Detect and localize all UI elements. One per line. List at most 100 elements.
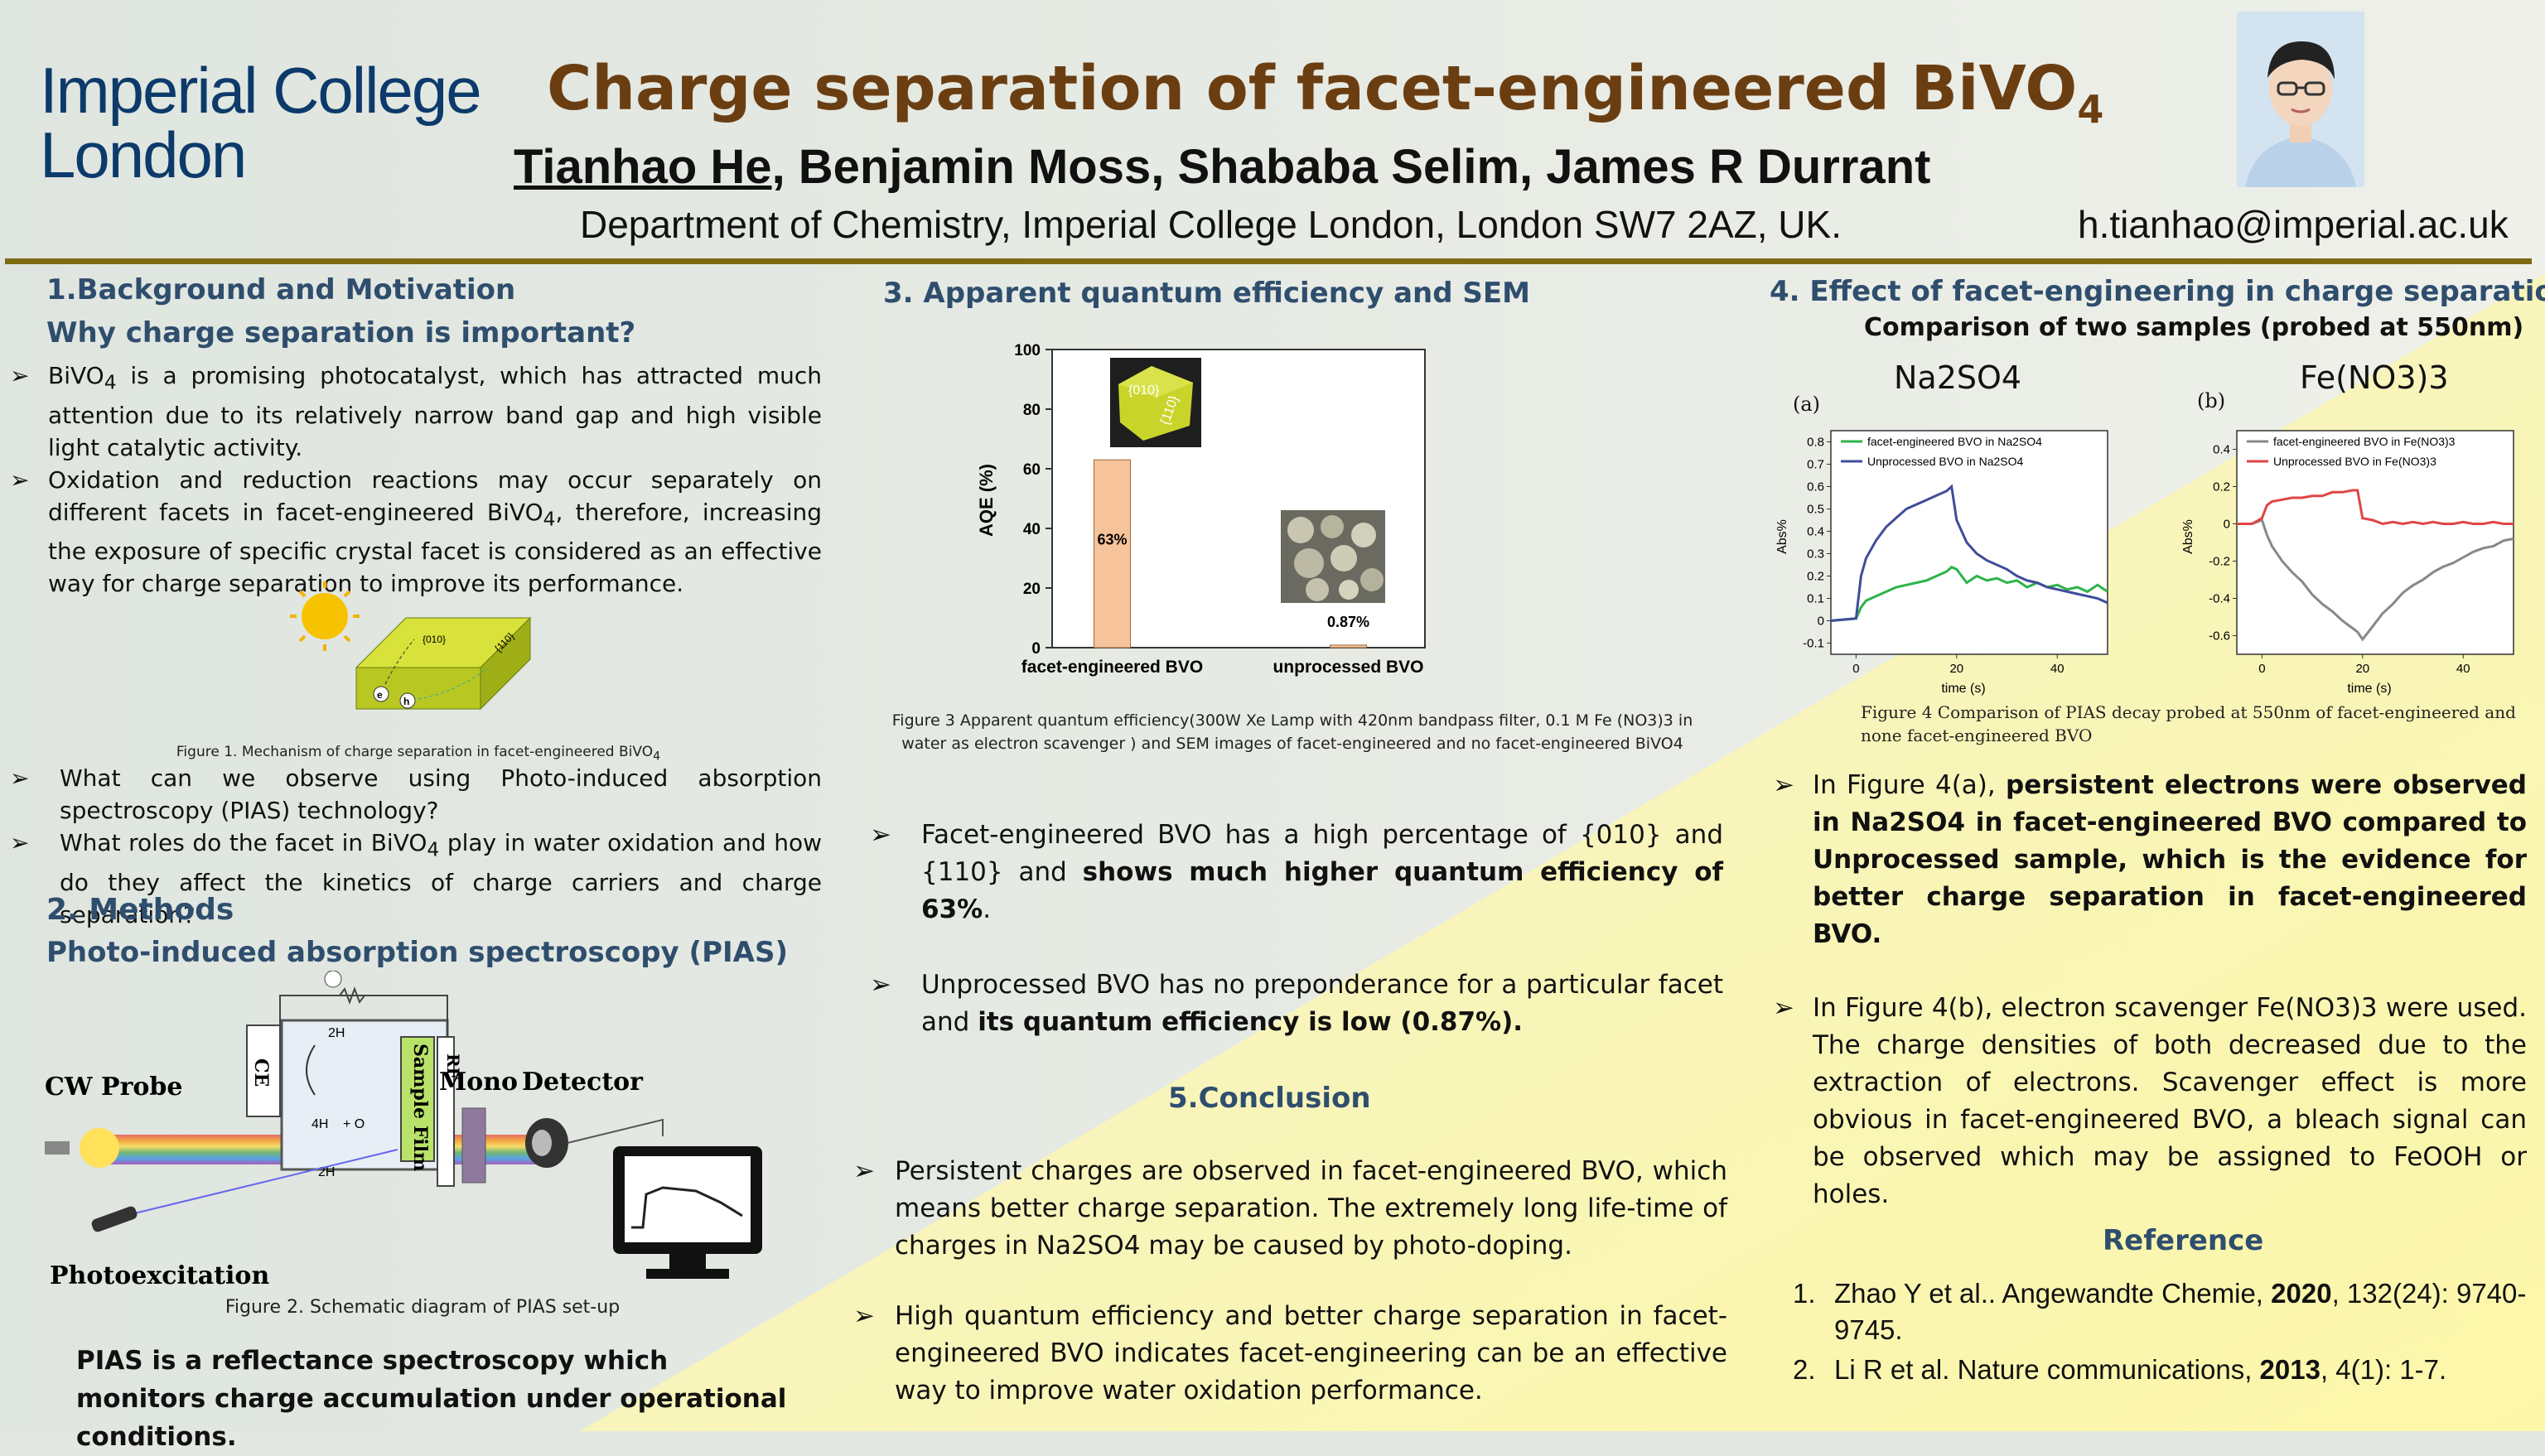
fig1-electron: e (377, 689, 383, 701)
aqe-ytick-label: 20 (1023, 581, 1041, 598)
b1-sub: 4 (104, 370, 117, 394)
pias-chart-a: 0.8 0.7 0.6 0.5 0.4 0.3 0.2 0.1 0 -0.1 0 20 40 facet-… (1775, 430, 2108, 696)
first-author: Tianhao He (514, 140, 772, 194)
q2-post: play in water oxidation and how do they … (60, 829, 822, 928)
sec2-subheading: Photo-induced absorption spectroscopy (P… (46, 936, 788, 969)
xtick-label: 40 (2050, 662, 2064, 676)
aqe-bar (1094, 459, 1131, 648)
aqe-ytick-label: 60 (1023, 461, 1041, 479)
label-sample-film: Sample Film (409, 1044, 431, 1171)
label-re: RE (443, 1053, 463, 1080)
figure-4-caption: Figure 4 Comparison of PIAS decay probed… (1861, 702, 2516, 745)
authors: Tianhao He, Benjamin Moss, Shababa Selim… (514, 139, 1930, 195)
email[interactable]: h.tianhao@imperial.ac.uk (2078, 203, 2509, 246)
legend-label: Unprocessed BVO in Fe(NO3)3 (2273, 455, 2436, 468)
panel-a-label: (a) (1793, 393, 1821, 416)
sec1-subheading: Why charge separation is important? (46, 316, 636, 350)
ytick-label: 0 (2224, 518, 2230, 532)
sem-010: {010} (1128, 383, 1160, 398)
sun-icon (290, 581, 360, 651)
ref2-pre: Li R et al. Nature communications, (1834, 1354, 2260, 1385)
reference-1: 1. Zhao Y et al.. Angewandte Chemie, 2020… (1793, 1278, 2527, 1345)
aqe-ytick-label: 40 (1023, 521, 1041, 538)
aqe-ytick-label: 80 (1023, 402, 1041, 419)
label-o2: + O (343, 1117, 365, 1131)
label-2h2o: 2H (318, 1165, 335, 1179)
sec3-b1-post: . (983, 894, 992, 924)
label-photoexcitation: Photoexcitation (50, 1261, 269, 1290)
fig1-caption-text: Figure 1. Mechanism of charge separation… (176, 744, 654, 760)
sec4-bullets: In Figure 4(a), persistent electrons wer… (1773, 767, 2527, 1213)
aqe-data-label: 0.87% (1327, 614, 1369, 630)
b2-pre: Oxidation and reduction reactions may oc… (48, 465, 822, 526)
aqe-ytick-label: 100 (1014, 342, 1041, 359)
sem-image-unprocessed (1281, 510, 1385, 603)
title-text: Charge separation of facet-engineered Bi… (547, 53, 2078, 124)
pias-chart-b: 0.4 0.2 0 -0.2 -0.4 -0.6 0 20 40 facet-engineered… (2181, 430, 2514, 696)
sec5-bullet-1: Persistent charges are observed in facet… (853, 1153, 1727, 1265)
sec2-summary: PIAS is a reflectance spectroscopy which… (76, 1346, 787, 1452)
ytick-label: 0.3 (1807, 547, 1824, 562)
ytick-label: 0.2 (2213, 480, 2230, 494)
sec1-question-1: What can we observe using Photo-induced … (10, 762, 822, 827)
sec4-bullet-1: In Figure 4(a), persistent electrons wer… (1773, 767, 2527, 953)
ytick-label: 0.7 (1807, 458, 1824, 472)
label-cw-probe: CW Probe (45, 1073, 182, 1102)
fig1-010: {010} (423, 634, 446, 645)
sec4-heading: 4. Effect of facet-engineering in charge… (1770, 275, 2545, 308)
figure-1-caption: Figure 1. Mechanism of charge separation… (99, 744, 737, 763)
sem-image-facet: {010} {110} (1110, 358, 1201, 447)
label-4h: 4H (311, 1117, 328, 1131)
sec1-question-2: What roles do the facet in BiVO4 play in… (10, 827, 822, 931)
fig1-hole: h (403, 696, 409, 707)
ytick-label: 0.2 (1807, 570, 1824, 584)
sec3-b2-pre: Unprocessed BVO has no preponderance for… (921, 970, 1723, 1037)
ref1-post: , 132(24): 9740-9745. (1834, 1278, 2527, 1345)
sec1-bullets: BiVO4 is a promising photocatalyst, whic… (10, 359, 822, 600)
ytick-label: 0.5 (1807, 503, 1824, 517)
figure-1-mechanism: {010} {110} e h (290, 581, 532, 711)
imperial-logo: Imperial College London (40, 58, 482, 191)
sec4-subheading: Comparison of two samples (probed at 550… (1864, 313, 2524, 342)
sec5-bullets: Persistent charges are observed in facet… (853, 1153, 1727, 1410)
ytick-label: 0.1 (1807, 592, 1824, 606)
ytick-label: 0.4 (1807, 525, 1824, 539)
sec1-heading: 1.Background and Motivation (46, 273, 516, 306)
ref1-year: 2020 (2271, 1278, 2332, 1309)
panel-a-title: Na2SO4 (1894, 359, 2022, 396)
sec3-bullet-2: Unprocessed BVO has no preponderance for… (870, 967, 1723, 1041)
department: Department of Chemistry, Imperial Colleg… (580, 203, 1842, 246)
b2-post: , therefore, increasing the exposure of … (48, 498, 823, 598)
reference-list: 1. Zhao Y et al.. Angewandte Chemie, 2020… (1793, 1275, 2530, 1388)
other-authors: , Benjamin Moss, Shababa Selim, James R … (771, 140, 1931, 194)
sec5-heading: 5.Conclusion (1168, 1082, 1371, 1115)
b1-post: is a promising photocatalyst, which has … (48, 362, 822, 461)
xtick-label: 0 (1852, 662, 1859, 676)
ref1-pre: Zhao Y et al.. Angewandte Chemie, (1834, 1278, 2272, 1309)
ytick-label: -0.2 (2209, 555, 2230, 569)
sec3-heading: 3. Apparent quantum efficiency and SEM (883, 277, 1530, 310)
ytick-label: 0.6 (1807, 480, 1824, 494)
title-subscript: 4 (2077, 86, 2104, 132)
ytick-label: -0.1 (1803, 637, 1824, 651)
detector-icon (525, 1118, 568, 1168)
laser-icon (91, 1206, 138, 1232)
aqe-chart: 0 20 40 60 80 100 AQE (%) 63% facet-engineered… (976, 342, 1426, 677)
ytick-label: -0.6 (2209, 629, 2230, 644)
ytick-label: 0.8 (1807, 436, 1824, 450)
b2-sub: 4 (543, 507, 556, 531)
sec3-bullets: Facet-engineered BVO has a high percenta… (870, 817, 1723, 1041)
figure-2-caption: Figure 2. Schematic diagram of PIAS set-… (225, 1297, 621, 1318)
sec1-bullet-1: BiVO4 is a promising photocatalyst, whic… (10, 359, 822, 464)
poster-title: Charge separation of facet-engineered Bi… (547, 53, 2103, 132)
series-line (1830, 484, 2108, 622)
xtick-label: 20 (1949, 662, 1963, 676)
reference-2: 2. Li R et al. Nature communications, 201… (1793, 1354, 2447, 1385)
ref2-year: 2013 (2259, 1354, 2320, 1385)
sec4-b1-bold: persistent electrons were observed in Na… (1813, 770, 2527, 949)
legend-label: facet-engineered BVO in Na2SO4 (1867, 435, 2042, 448)
sec3-b1-pre: Facet-engineered BVO has a high percenta… (921, 820, 1723, 887)
label-ce: CE (250, 1058, 272, 1087)
logo-line-2: London (40, 118, 247, 191)
chart-a-ylabel: Abs% (1775, 519, 1789, 554)
